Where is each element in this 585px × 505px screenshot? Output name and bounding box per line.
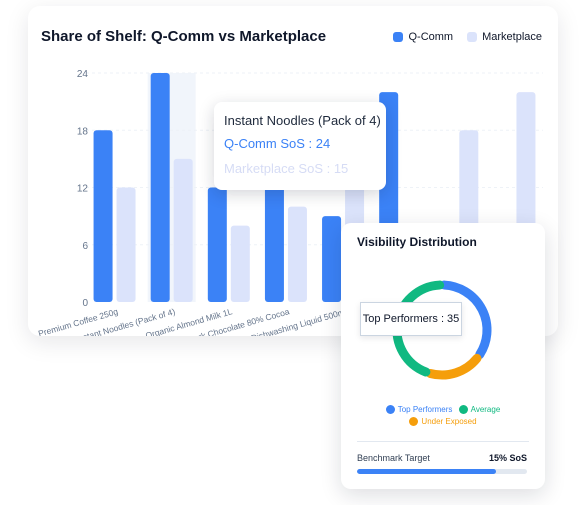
legend-item-marketplace[interactable]: Marketplace xyxy=(467,31,542,43)
qcomm-bar[interactable] xyxy=(207,187,227,303)
tooltip-marketplace-value: Marketplace SoS : 15 xyxy=(224,161,349,176)
visibility-title: Visibility Distribution xyxy=(357,235,477,249)
qcomm-bar[interactable] xyxy=(322,216,342,302)
donut-legend-row: Top Performers Average xyxy=(341,405,545,416)
y-tick-label: 24 xyxy=(77,69,89,80)
qcomm-bar[interactable] xyxy=(150,73,170,302)
legend-under-exposed-label: Under Exposed xyxy=(421,417,477,426)
y-tick-label: 0 xyxy=(82,298,88,309)
benchmark-value: 15% SoS xyxy=(488,453,527,463)
tooltip-qcomm-value: Q-Comm SoS : 24 xyxy=(224,136,331,151)
y-tick-label: 18 xyxy=(77,126,89,137)
y-tick-label: 6 xyxy=(82,241,88,252)
under-exposed-segment[interactable] xyxy=(425,353,482,380)
y-tick-label: 12 xyxy=(77,184,89,195)
legend-average[interactable]: Average xyxy=(458,405,501,414)
divider xyxy=(357,441,529,442)
legend-top-performers-label: Top Performers xyxy=(397,405,453,414)
marketplace-bar[interactable] xyxy=(116,187,136,303)
donut-tooltip: Top Performers : 35 xyxy=(360,302,462,336)
benchmark-label: Benchmark Target xyxy=(357,453,430,463)
marketplace-bar[interactable] xyxy=(173,158,193,302)
legend-under-exposed[interactable]: Under Exposed xyxy=(409,417,477,426)
legend-label-marketplace: Marketplace xyxy=(482,31,542,43)
chart-legend: Q-Comm Marketplace xyxy=(393,31,542,43)
qcomm-swatch xyxy=(393,32,404,42)
top-performers-dot xyxy=(385,405,395,414)
under-exposed-dot xyxy=(409,417,419,426)
legend-average-label: Average xyxy=(470,405,501,414)
marketplace-swatch xyxy=(467,32,478,42)
marketplace-bar[interactable] xyxy=(287,206,307,302)
tooltip-title: Instant Noodles (Pack of 4) xyxy=(224,113,381,128)
benchmark-progress-track xyxy=(357,469,527,474)
average-dot xyxy=(458,405,468,414)
legend-label-qcomm: Q-Comm xyxy=(408,31,454,43)
chart-title: Share of Shelf: Q-Comm vs Marketplace xyxy=(41,28,327,45)
legend-top-performers[interactable]: Top Performers xyxy=(385,405,453,414)
benchmark-progress-fill xyxy=(357,469,497,474)
visibility-distribution-card: Visibility Distribution Top Performers :… xyxy=(341,223,545,489)
marketplace-bar[interactable] xyxy=(230,225,250,302)
legend-item-qcomm[interactable]: Q-Comm xyxy=(393,31,453,43)
qcomm-bar[interactable] xyxy=(93,130,113,302)
top-performers-segment[interactable] xyxy=(439,280,492,360)
donut-legend-row-2: Under Exposed xyxy=(341,417,545,428)
chart-tooltip: Instant Noodles (Pack of 4) Q-Comm SoS :… xyxy=(214,102,386,190)
